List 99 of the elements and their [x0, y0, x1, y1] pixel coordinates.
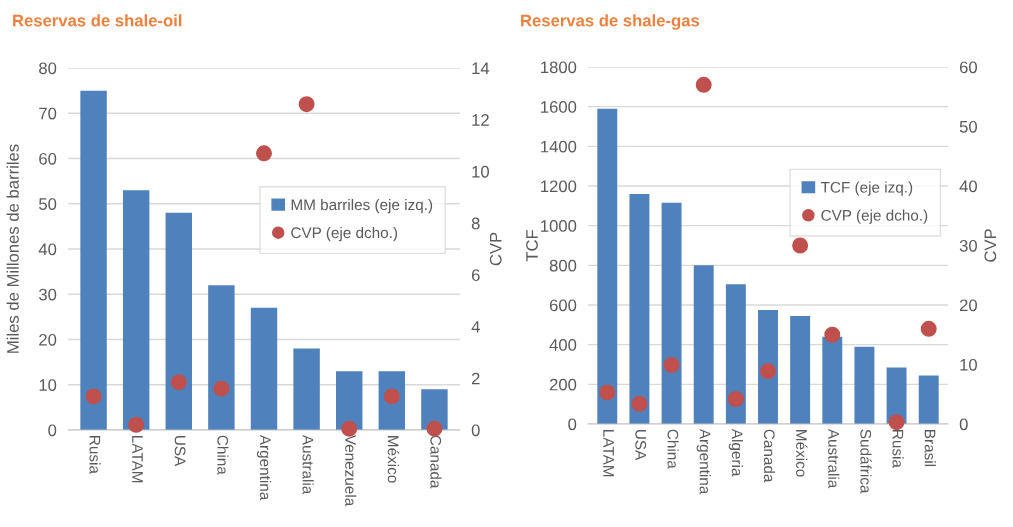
point [256, 145, 272, 162]
point [792, 237, 809, 254]
x-tick-label: Argentina [256, 434, 272, 501]
y-tick-label: 70 [39, 107, 57, 120]
x-tick-label: Rusia [892, 430, 904, 468]
y2-axis-title: CVP [489, 232, 502, 266]
x-tick-label: México [387, 436, 400, 483]
point [920, 320, 937, 337]
x-tick-label: Australia [302, 434, 314, 495]
bar [293, 348, 320, 430]
x-tick-label: Argentina [696, 428, 711, 495]
y-tick-label: 10 [39, 379, 57, 391]
x-tick-label: Venezuela [345, 434, 357, 507]
y-tick-label: 20 [39, 333, 57, 346]
y2-tick-label: 10 [960, 358, 977, 371]
x-tick-label: Rusia [89, 436, 101, 474]
chart-title: Reservas de shale-gas [521, 14, 700, 30]
x-tick-label: Algeria [728, 428, 743, 477]
x-tick-label: China [667, 429, 679, 469]
y2-tick-label: 6 [471, 269, 480, 282]
y2-axis-title: CVP [984, 229, 997, 262]
x-tick-label: USA [174, 436, 186, 467]
y-tick-label: 400 [549, 339, 577, 351]
bar [661, 202, 682, 424]
y-axis-title: TCF [526, 229, 538, 262]
bar [725, 284, 746, 424]
point [760, 363, 776, 380]
point [426, 420, 443, 437]
y2-tick-label: 12 [472, 114, 489, 126]
y2-tick-label: 8 [471, 217, 480, 230]
y-tick-label: 1400 [541, 140, 577, 153]
bar [790, 315, 811, 424]
bar [918, 375, 939, 424]
y2-tick-label: 30 [959, 239, 977, 252]
y2-tick-label: 10 [472, 165, 489, 178]
y2-tick-label: 0 [471, 424, 480, 437]
x-tick-label: LATAM [603, 430, 614, 477]
point [631, 395, 648, 412]
bar [208, 285, 235, 430]
x-tick-label: Sudáfrica [860, 429, 872, 494]
legend-label: CVP (eje dcho.) [821, 209, 928, 224]
bar [597, 108, 618, 424]
x-tick-label: México [796, 430, 808, 477]
point [695, 76, 712, 93]
y-tick-label: 0 [48, 424, 57, 437]
point [170, 374, 187, 391]
y-tick-label: 50 [39, 198, 57, 210]
chart-title: Reservas de shale-oil [13, 14, 182, 27]
x-tick-label: Australia [828, 428, 840, 489]
y-tick-label: 600 [549, 299, 577, 312]
y-tick-label: 800 [549, 259, 577, 272]
bar [165, 212, 192, 430]
bar [693, 265, 714, 424]
y-axis-title: Miles de Millones de barriles [6, 144, 19, 353]
point [663, 357, 680, 374]
point [599, 384, 616, 401]
legend-label: CVP (eje dcho.) [291, 226, 398, 242]
y-tick-label: 0 [568, 418, 577, 431]
bar [822, 336, 843, 424]
point [888, 414, 905, 431]
point [298, 96, 315, 113]
x-tick-label: USA [635, 430, 647, 461]
legend-label: MM barriles (eje izq.) [291, 198, 433, 214]
x-tick-label: Canada [763, 429, 776, 483]
bar [80, 90, 107, 430]
x-tick-label: Brasil [924, 430, 936, 467]
x-tick-label: LATAM [132, 436, 143, 483]
y-tick-label: 30 [38, 288, 57, 301]
y-tick-label: 1800 [541, 61, 577, 74]
legend-label: TCF (eje izq.) [820, 181, 913, 196]
y2-tick-label: 20 [959, 299, 977, 312]
point [727, 391, 744, 407]
bar [629, 193, 650, 424]
point [128, 416, 145, 433]
point [824, 326, 841, 343]
y2-tick-label: 4 [471, 321, 480, 333]
bar [122, 190, 150, 430]
x-tick-label: China [217, 435, 229, 475]
bar [250, 307, 278, 430]
point [213, 380, 230, 397]
y2-tick-label: 50 [959, 120, 977, 133]
y-tick-label: 80 [39, 62, 57, 75]
y2-tick-label: 40 [959, 180, 977, 193]
y2-tick-label: 0 [959, 418, 968, 431]
point [85, 388, 102, 405]
point [341, 420, 358, 437]
y-tick-label: 1200 [541, 180, 577, 193]
y-tick-label: 60 [39, 152, 57, 165]
y2-tick-label: 14 [472, 62, 490, 75]
x-tick-label: Canada [430, 435, 442, 489]
y2-tick-label: 60 [959, 61, 977, 74]
y-tick-label: 200 [549, 378, 577, 391]
bar [336, 371, 363, 430]
bar [854, 346, 875, 424]
y2-tick-label: 2 [471, 372, 480, 385]
bar [758, 309, 778, 424]
y-tick-label: 1000 [541, 220, 577, 232]
y-tick-label: 40 [38, 243, 57, 256]
y-tick-label: 1600 [541, 101, 577, 113]
